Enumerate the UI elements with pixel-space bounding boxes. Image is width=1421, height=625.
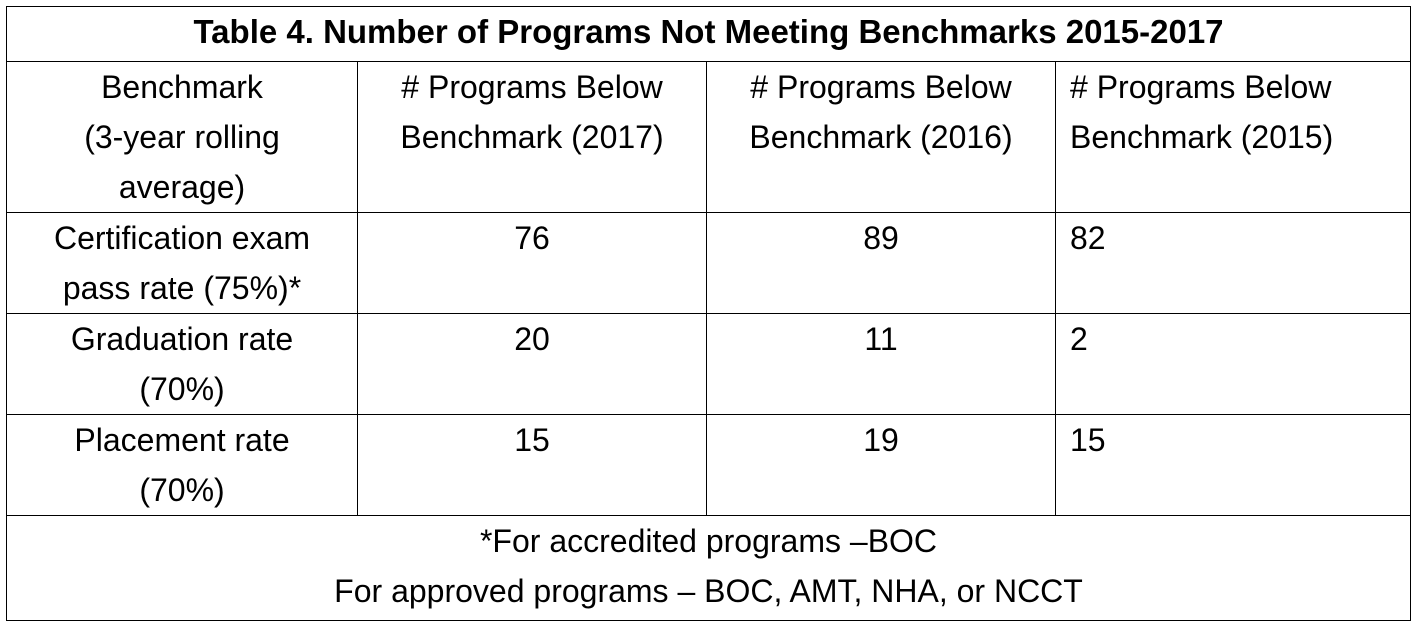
table-row: Graduation rate (70%) 20 11 2 bbox=[6, 313, 1411, 415]
table-container: Table 4. Number of Programs Not Meeting … bbox=[6, 6, 1411, 621]
cell-2016: 11 bbox=[706, 313, 1056, 415]
table-row: Certification exam pass rate (75%)* 76 8… bbox=[6, 212, 1411, 314]
row-label-line1: Graduation rate bbox=[70, 321, 294, 357]
row-label-line2: (70%) bbox=[139, 472, 225, 508]
header-2015-line2: Benchmark (2015) bbox=[1070, 119, 1334, 155]
cell-2015: 82 bbox=[1055, 212, 1411, 314]
row-label-line2: (70%) bbox=[139, 371, 225, 407]
row-label: Graduation rate (70%) bbox=[6, 313, 358, 415]
cell-2015: 2 bbox=[1055, 313, 1411, 415]
cell-2016: 19 bbox=[706, 414, 1056, 516]
footnote-row: *For accredited programs –BOC For approv… bbox=[6, 515, 1411, 621]
header-benchmark-line1: Benchmark bbox=[101, 69, 263, 105]
header-benchmark-line3: average) bbox=[118, 169, 246, 205]
header-2017-line2: Benchmark (2017) bbox=[400, 119, 664, 155]
cell-2017: 76 bbox=[357, 212, 707, 314]
title-row: Table 4. Number of Programs Not Meeting … bbox=[6, 6, 1411, 62]
header-row: Benchmark (3-year rolling average) # Pro… bbox=[6, 61, 1411, 213]
header-2016-line1: # Programs Below bbox=[750, 69, 1012, 105]
header-2015-line1: # Programs Below bbox=[1070, 69, 1332, 105]
row-label: Certification exam pass rate (75%)* bbox=[6, 212, 358, 314]
header-2016-line2: Benchmark (2016) bbox=[749, 119, 1013, 155]
footnote-line2: For approved programs – BOC, AMT, NHA, o… bbox=[334, 573, 1083, 609]
row-label-line2: pass rate (75%)* bbox=[62, 270, 302, 306]
row-label: Placement rate (70%) bbox=[6, 414, 358, 516]
table-row: Placement rate (70%) 15 19 15 bbox=[6, 414, 1411, 516]
benchmarks-table: Table 4. Number of Programs Not Meeting … bbox=[6, 6, 1411, 621]
row-label-line1: Placement rate bbox=[74, 422, 290, 458]
header-2017-line1: # Programs Below bbox=[401, 69, 663, 105]
footnote: *For accredited programs –BOC For approv… bbox=[6, 515, 1411, 621]
cell-2015: 15 bbox=[1055, 414, 1411, 516]
header-benchmark: Benchmark (3-year rolling average) bbox=[6, 61, 358, 213]
header-2016: # Programs Below Benchmark (2016) bbox=[706, 61, 1056, 213]
footnote-line1: *For accredited programs –BOC bbox=[479, 523, 938, 559]
cell-2016: 89 bbox=[706, 212, 1056, 314]
header-2015: # Programs Below Benchmark (2015) bbox=[1055, 61, 1411, 213]
header-2017: # Programs Below Benchmark (2017) bbox=[357, 61, 707, 213]
cell-2017: 20 bbox=[357, 313, 707, 415]
header-benchmark-line2: (3-year rolling bbox=[84, 119, 280, 155]
row-label-line1: Certification exam bbox=[53, 220, 311, 256]
table-title: Table 4. Number of Programs Not Meeting … bbox=[6, 6, 1411, 62]
cell-2017: 15 bbox=[357, 414, 707, 516]
